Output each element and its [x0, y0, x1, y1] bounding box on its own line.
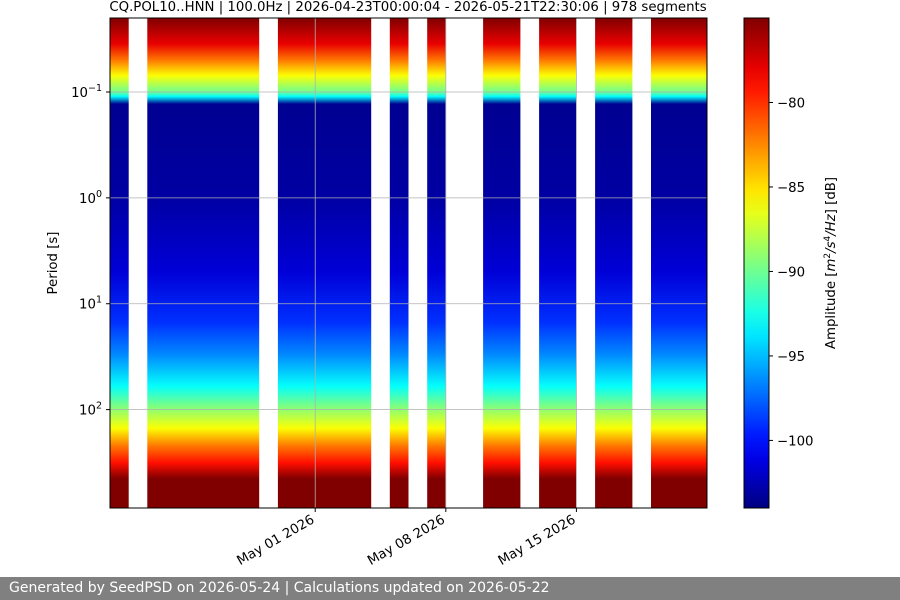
grid-lines	[110, 18, 707, 508]
colorbar-tick-label: −100	[777, 434, 814, 449]
data-segment-5	[427, 18, 446, 508]
plot-frame	[109, 17, 708, 509]
y-tick-label: 101	[79, 295, 102, 313]
colorbar-label: Amplitude [m2/s4/Hz] [dB]	[823, 177, 839, 349]
data-segment-3	[277, 18, 372, 508]
colorbar-tick-label: −85	[777, 181, 805, 196]
data-segment-1	[110, 18, 129, 508]
heatmap-layer	[110, 18, 707, 508]
data-segment-9	[651, 18, 707, 508]
x-tick-label: May 08 2026	[365, 512, 448, 568]
colorbar-ticks: −80 −85 −90 −95 −100	[769, 96, 814, 449]
data-segment-2	[147, 18, 260, 508]
x-tick-label: May 01 2026	[235, 512, 318, 568]
colorbar-tick-label: −90	[777, 265, 805, 280]
data-segment-4	[389, 18, 409, 508]
colorbar-gradient	[743, 17, 770, 509]
x-tick-label: May 15 2026	[496, 512, 579, 568]
data-segment-7	[539, 18, 577, 508]
colorbar-tick-label: −80	[777, 96, 805, 111]
colorbar-tick-label: −95	[777, 350, 805, 365]
y-axis-label: Period [s]	[46, 232, 61, 295]
y-tick-label: 10−1	[71, 83, 102, 101]
chart-title: CQ.POL10..HNN | 100.0Hz | 2026-04-23T00:…	[109, 0, 706, 15]
y-tick-label: 100	[79, 189, 102, 207]
colorbar: −80 −85 −90 −95 −100 Amplitude [m2/s4/Hz] [d…	[743, 17, 839, 509]
y-tick-label: 102	[79, 401, 102, 419]
data-segment-8	[595, 18, 633, 508]
y-axis-ticks: 10−1 100 101 102	[71, 83, 110, 419]
footer-text: Generated by SeedPSD on 2026-05-24 | Cal…	[9, 580, 550, 596]
data-segment-6	[483, 18, 521, 508]
x-axis-ticks: May 01 2026 May 08 2026 May 15 2026	[235, 508, 579, 569]
footer-bar: Generated by SeedPSD on 2026-05-24 | Cal…	[0, 577, 900, 600]
